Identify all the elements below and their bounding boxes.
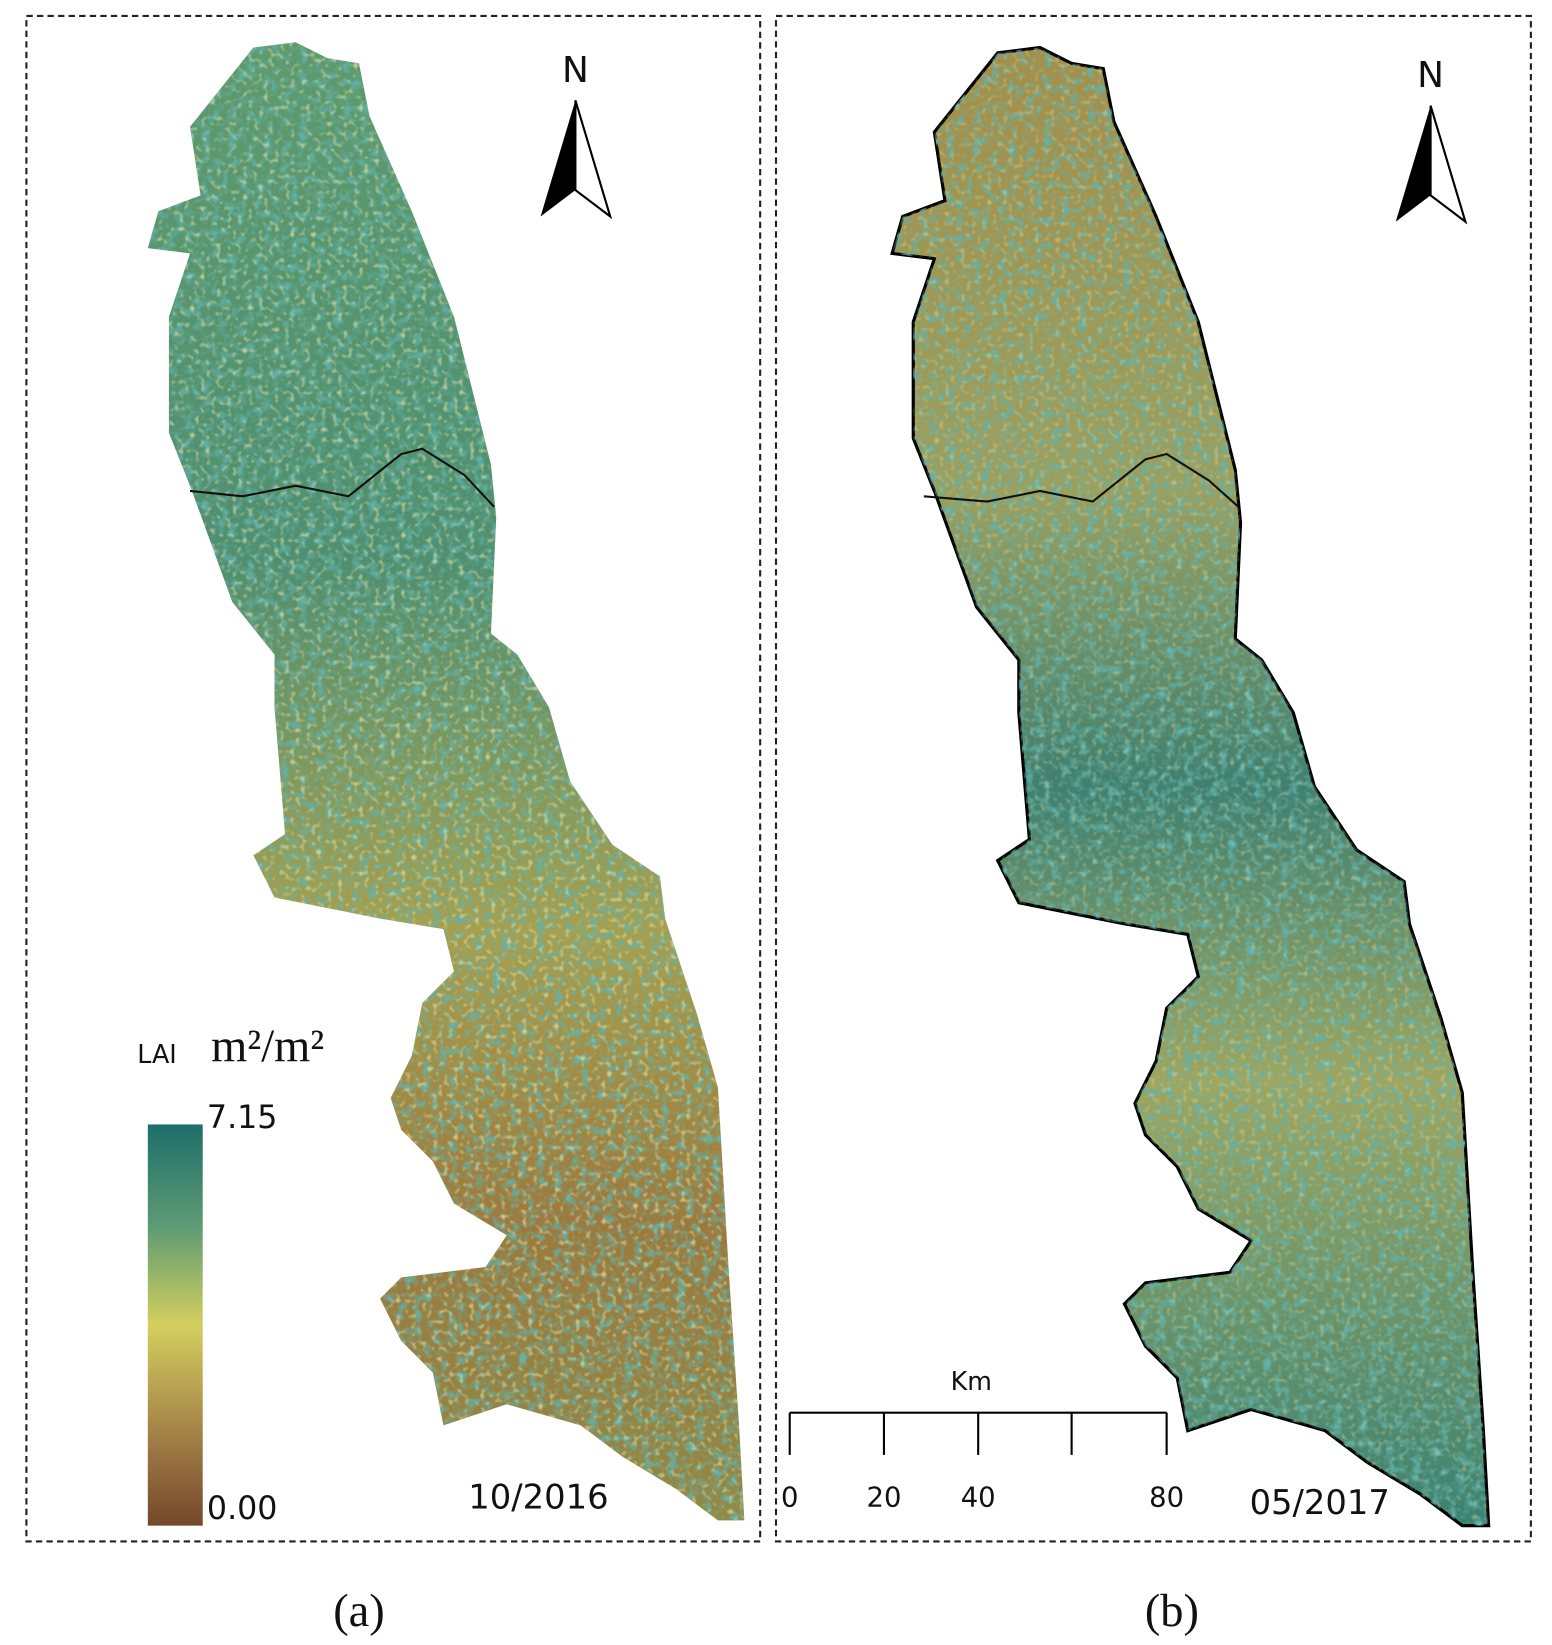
- scale-tick-label: 20: [866, 1483, 901, 1514]
- panel-label: (a): [333, 1586, 385, 1637]
- date-label: 10/2016: [468, 1478, 608, 1517]
- map-a: [147, 42, 745, 1521]
- colorbar-label: 7.15: [207, 1100, 278, 1136]
- map-b: [890, 45, 1491, 1528]
- scale-tick-label: 0: [781, 1483, 798, 1514]
- colorbar-label: 0.00: [207, 1491, 278, 1527]
- scale-unit: Km: [951, 1366, 992, 1396]
- north-arrow: [540, 100, 613, 220]
- north-label: N: [1417, 55, 1444, 96]
- panel-label: (b): [1145, 1586, 1199, 1637]
- scale-tick-label: 80: [1149, 1483, 1184, 1514]
- date-label: 05/2017: [1250, 1483, 1390, 1522]
- legend-title: LAI: [137, 1039, 176, 1069]
- colorbar: [147, 1124, 203, 1526]
- north-label: N: [562, 50, 589, 91]
- scale-tick-label: 40: [961, 1483, 996, 1514]
- north-arrow: [1395, 105, 1468, 225]
- legend-unit: m²/m²: [211, 1021, 324, 1072]
